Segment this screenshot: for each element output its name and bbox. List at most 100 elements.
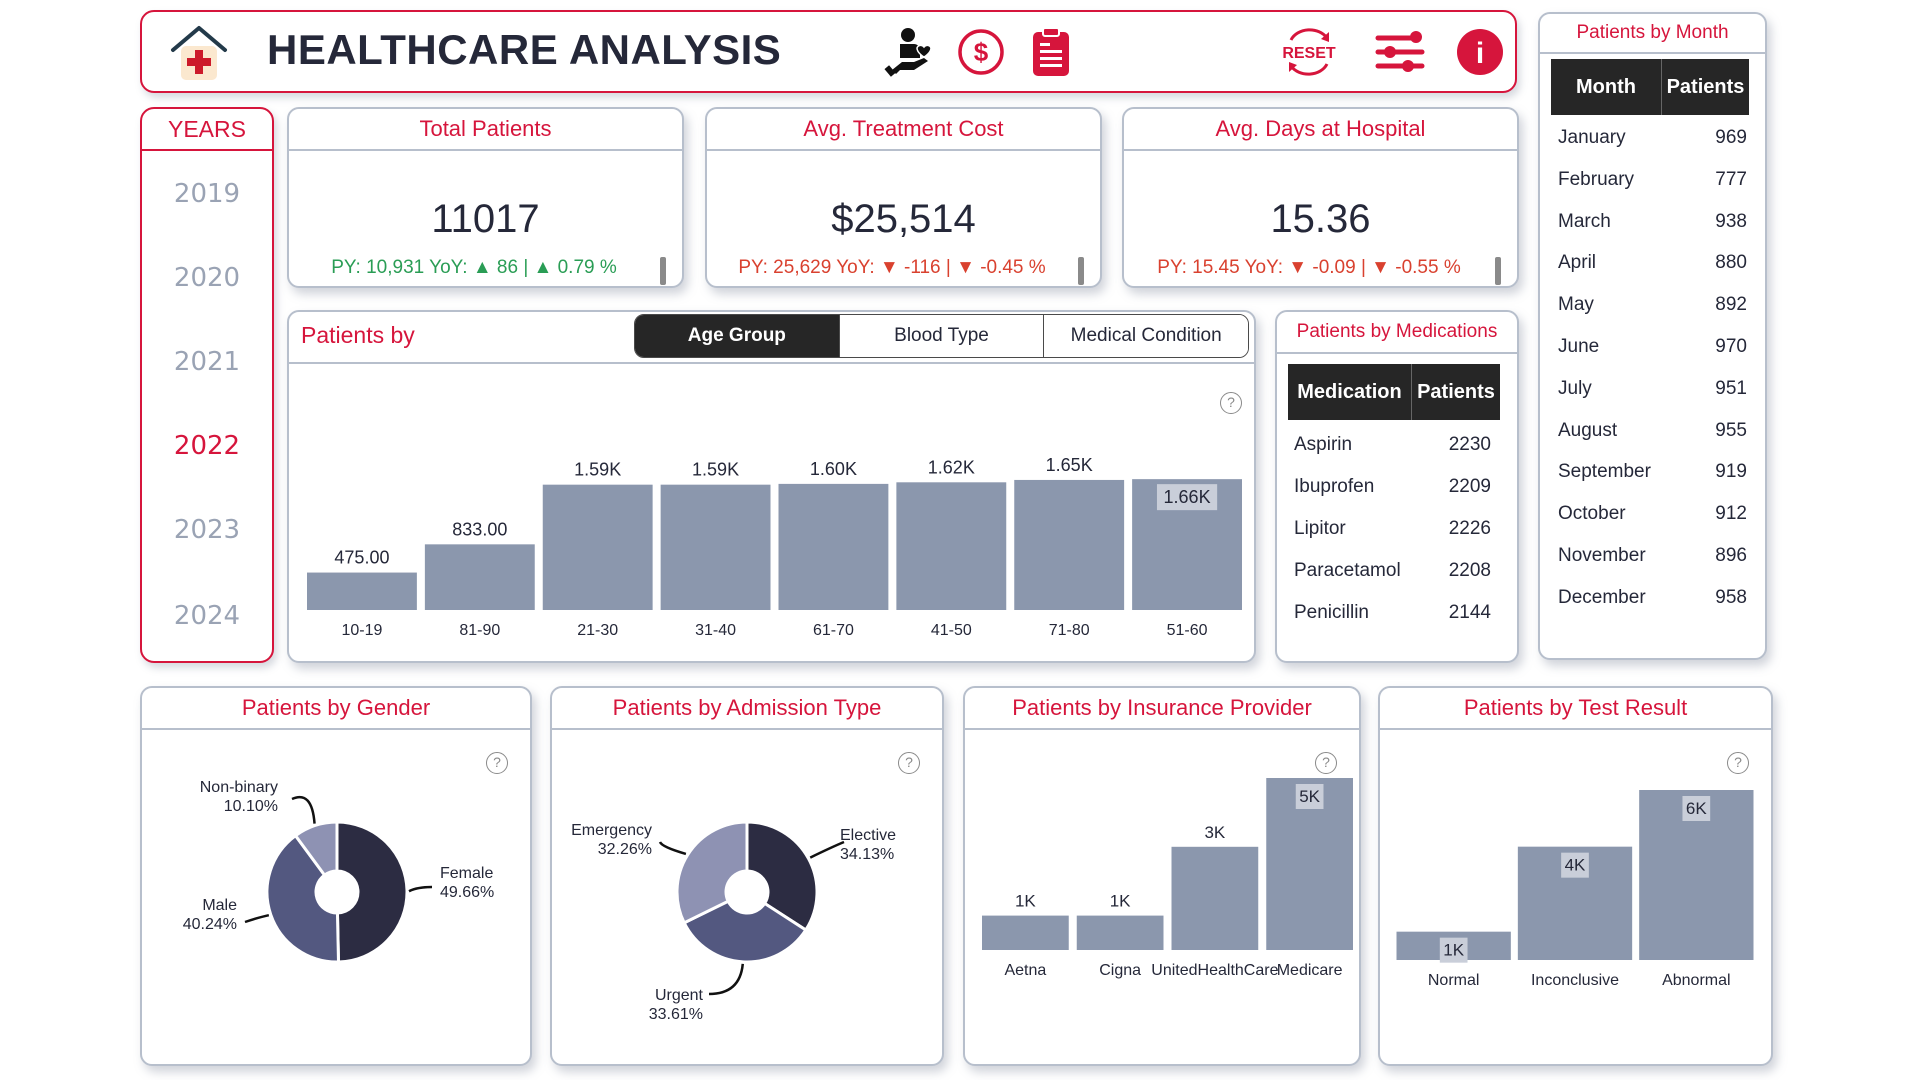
year-item-2020[interactable]: 2020 <box>173 263 241 293</box>
table-row[interactable]: May 892 <box>1558 294 1747 316</box>
table-row[interactable]: March 938 <box>1558 211 1747 233</box>
bar[interactable] <box>542 484 653 610</box>
year-item-2019[interactable]: 2019 <box>173 179 241 209</box>
app-title: HEALTHCARE ANALYSIS <box>267 26 782 73</box>
year-item-2022[interactable]: 2022 <box>173 431 241 461</box>
table-row[interactable]: Paracetamol 2208 <box>1294 560 1491 582</box>
bar[interactable] <box>982 915 1069 950</box>
test-result-bar-chart: 1K Normal 4K Inconclusive 6K Abnormal <box>1396 790 1754 989</box>
help-icon[interactable]: ? <box>898 752 920 774</box>
donut-slice[interactable] <box>335 820 409 964</box>
kpi-card-total-patients: Total Patients 11017 PY: 10,931 YoY: ▲ 8… <box>287 107 684 288</box>
bar[interactable] <box>307 572 417 610</box>
row-label: Penicillin <box>1294 602 1369 623</box>
bar[interactable] <box>778 483 889 610</box>
data-label: 5K <box>1299 787 1320 806</box>
column-header-medication[interactable]: Medication <box>1297 381 1402 403</box>
slice-label: Elective 34.13% <box>840 827 896 863</box>
table-row[interactable]: June 970 <box>1558 336 1747 358</box>
kpi-title: Avg. Days at Hospital <box>1124 109 1517 151</box>
column-header-month[interactable]: Month <box>1576 76 1636 98</box>
data-label: 1.65K <box>1046 455 1093 475</box>
tab-blood-type[interactable]: Blood Type <box>839 315 1045 357</box>
leader-line <box>809 840 845 859</box>
row-value: 896 <box>1715 545 1747 566</box>
table-row[interactable]: February 777 <box>1558 169 1747 191</box>
table-row[interactable]: July 951 <box>1558 378 1747 400</box>
kpi-value: 11017 <box>431 197 540 241</box>
dollar-circle-icon[interactable]: $ <box>955 26 1007 78</box>
year-item-2023[interactable]: 2023 <box>173 515 241 545</box>
filter-sliders-icon[interactable] <box>1374 26 1426 78</box>
row-value: 969 <box>1715 127 1747 148</box>
table-row[interactable]: October 912 <box>1558 503 1747 525</box>
data-label: 475.00 <box>334 548 389 568</box>
gender-donut-chart: Female 49.66% Male 40.24% Non-binary 10.10% <box>183 779 494 964</box>
slice-label: Male 40.24% <box>183 897 237 933</box>
row-value: 970 <box>1715 336 1747 357</box>
bar[interactable] <box>424 544 535 610</box>
row-value: 958 <box>1715 586 1747 608</box>
table-row[interactable]: August 955 <box>1558 420 1747 442</box>
kpi-comparison: PY: 25,629 YoY: ▼ -116 | ▼ -0.45 % <box>738 257 1046 278</box>
kpi-title: Total Patients <box>289 109 682 151</box>
tab-group: Age Group Blood Type Medical Condition <box>634 314 1249 358</box>
table-row[interactable]: April 880 <box>1558 252 1747 274</box>
row-label: Lipitor <box>1294 518 1346 539</box>
table-row[interactable]: Penicillin 2144 <box>1294 602 1491 624</box>
data-label: 6K <box>1686 799 1707 818</box>
table-header: Month Patients <box>1551 59 1749 115</box>
help-icon[interactable]: ? <box>1220 392 1242 414</box>
table-row[interactable]: November 896 <box>1558 545 1747 567</box>
column-header-patients[interactable]: Patients <box>1661 59 1749 115</box>
leader-line <box>658 841 687 856</box>
year-item-2021[interactable]: 2021 <box>173 347 241 377</box>
donut-slice[interactable] <box>745 820 819 933</box>
bar[interactable] <box>1014 479 1125 610</box>
tab-age-group[interactable]: Age Group <box>635 315 840 357</box>
scrollbar[interactable] <box>1495 257 1501 285</box>
donut-slice[interactable] <box>265 833 341 964</box>
info-icon[interactable]: i <box>1454 26 1506 78</box>
year-item-2024[interactable]: 2024 <box>173 601 241 631</box>
bar[interactable] <box>896 482 1007 610</box>
leader-line <box>244 913 270 924</box>
data-label-bg <box>1156 484 1218 511</box>
data-label: 1K <box>1443 941 1464 960</box>
column-header-patients[interactable]: Patients <box>1411 364 1500 420</box>
row-value: 892 <box>1715 294 1747 316</box>
patient-care-icon[interactable] <box>884 26 936 78</box>
bar[interactable] <box>1171 846 1259 950</box>
donut-slice[interactable] <box>675 820 749 925</box>
donut-slice[interactable] <box>682 899 808 964</box>
test-result-chart-title: Patients by Test Result <box>1380 688 1771 730</box>
table-row[interactable]: January 969 <box>1558 127 1747 149</box>
help-icon[interactable]: ? <box>1315 752 1337 774</box>
slice-label: Non-binary 10.10% <box>200 779 278 815</box>
row-value: 2209 <box>1448 476 1491 497</box>
help-icon[interactable]: ? <box>486 752 508 774</box>
leader-line <box>291 795 316 824</box>
row-label: June <box>1558 336 1600 357</box>
x-tick-label: 61-70 <box>813 622 854 639</box>
table-row[interactable]: Ibuprofen 2209 <box>1294 476 1491 498</box>
donut-slice[interactable] <box>293 820 339 878</box>
table-row[interactable]: December 958 <box>1558 587 1747 609</box>
admission-chart-title: Patients by Admission Type <box>552 688 942 730</box>
scrollbar[interactable] <box>1078 257 1084 285</box>
x-tick-label: 71-80 <box>1049 622 1090 639</box>
reset-button[interactable]: RESET <box>1277 22 1341 82</box>
tab-medical-condition[interactable]: Medical Condition <box>1044 315 1248 357</box>
data-label: 1K <box>1015 892 1036 911</box>
scrollbar[interactable] <box>660 257 666 285</box>
bar[interactable] <box>1076 915 1164 950</box>
slice-label: Urgent 33.61% <box>649 987 704 1023</box>
table-row[interactable]: Lipitor 2226 <box>1294 518 1491 540</box>
row-label: September <box>1558 461 1651 483</box>
table-row[interactable]: Aspirin 2230 <box>1294 434 1491 456</box>
table-row[interactable]: September 919 <box>1558 461 1747 483</box>
clipboard-icon[interactable] <box>1025 26 1077 78</box>
help-icon[interactable]: ? <box>1727 752 1749 774</box>
data-label-bg <box>1561 852 1589 878</box>
bar[interactable] <box>660 484 771 610</box>
